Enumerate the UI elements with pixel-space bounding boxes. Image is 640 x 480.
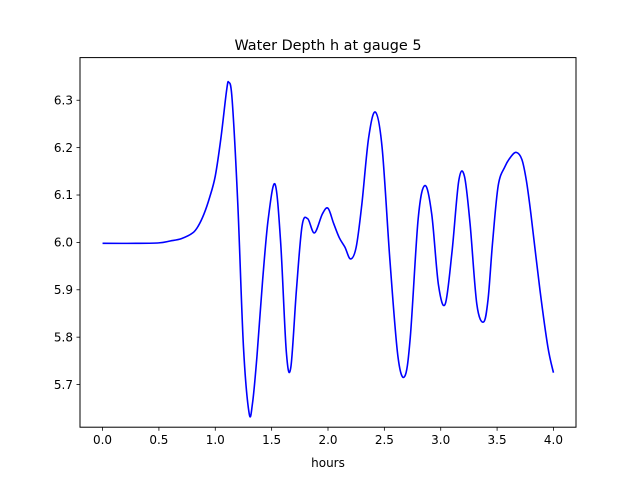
x-tick-label: 3.0 xyxy=(431,433,450,447)
x-tick-label: 2.0 xyxy=(318,433,337,447)
y-tick-label: 6.1 xyxy=(54,188,73,202)
axes-frame xyxy=(79,57,577,428)
y-tick-label: 5.8 xyxy=(54,330,73,344)
x-tick-label: 1.5 xyxy=(262,433,281,447)
y-tick-label: 6.3 xyxy=(54,93,73,107)
chart-title: Water Depth h at gauge 5 xyxy=(234,38,421,54)
x-tick-label: 0.5 xyxy=(149,433,168,447)
x-tick-label: 0.0 xyxy=(93,433,112,447)
x-axis: 0.0 0.5 1.0 1.5 2.0 2.5 3.0 3.5 4.0 xyxy=(93,427,563,447)
x-tick-label: 3.5 xyxy=(488,433,507,447)
y-tick-label: 6.0 xyxy=(54,236,73,250)
x-tick-label: 4.0 xyxy=(544,433,563,447)
x-tick-label: 2.5 xyxy=(375,433,394,447)
y-tick-label: 5.9 xyxy=(54,283,73,297)
y-tick-label: 6.2 xyxy=(54,141,73,155)
plot-area xyxy=(102,80,555,418)
y-tick-label: 5.7 xyxy=(54,378,73,392)
x-tick-label: 1.0 xyxy=(206,433,225,447)
series-line xyxy=(102,80,555,418)
x-axis-label: hours xyxy=(311,456,345,470)
y-axis: 5.7 5.8 5.9 6.0 6.1 6.2 6.3 xyxy=(54,93,80,392)
